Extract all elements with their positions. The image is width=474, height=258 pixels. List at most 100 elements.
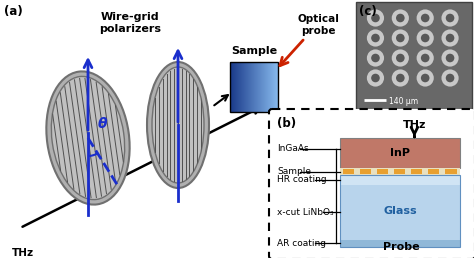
- Circle shape: [367, 29, 384, 47]
- Text: x-cut LiNbO₃: x-cut LiNbO₃: [277, 208, 334, 217]
- Bar: [394, 169, 405, 174]
- Bar: [266, 62, 267, 112]
- Bar: [256, 62, 257, 112]
- Bar: [242, 62, 243, 112]
- Text: Probe: Probe: [383, 242, 419, 252]
- Circle shape: [371, 74, 380, 82]
- Text: Wire-grid
polarizers: Wire-grid polarizers: [99, 12, 161, 34]
- Bar: [251, 62, 252, 112]
- Bar: [270, 62, 271, 112]
- Bar: [250, 62, 251, 112]
- Bar: [239, 62, 240, 112]
- Circle shape: [396, 74, 405, 82]
- Bar: [260, 62, 261, 112]
- Text: Glass: Glass: [383, 206, 417, 216]
- Bar: [257, 62, 258, 112]
- Bar: [271, 62, 272, 112]
- Bar: [340, 168, 460, 175]
- Text: Sample: Sample: [231, 46, 277, 56]
- Bar: [243, 62, 244, 112]
- Bar: [248, 62, 249, 112]
- Circle shape: [396, 54, 405, 62]
- Bar: [411, 169, 422, 174]
- Bar: [343, 169, 354, 174]
- Bar: [446, 169, 456, 174]
- Text: 140 μm: 140 μm: [389, 96, 418, 106]
- Circle shape: [417, 29, 434, 47]
- Text: InP: InP: [390, 148, 410, 158]
- Bar: [275, 62, 276, 112]
- Bar: [340, 240, 460, 247]
- Circle shape: [392, 9, 409, 27]
- Bar: [340, 175, 460, 247]
- Text: Optical
probe: Optical probe: [297, 14, 339, 36]
- Text: (c): (c): [359, 5, 377, 18]
- Bar: [269, 62, 270, 112]
- Text: HR coating: HR coating: [277, 175, 327, 184]
- Ellipse shape: [147, 62, 209, 188]
- Bar: [252, 62, 253, 112]
- Circle shape: [392, 69, 409, 87]
- Text: (a): (a): [4, 5, 23, 18]
- Bar: [249, 62, 250, 112]
- Bar: [245, 62, 246, 112]
- Circle shape: [392, 29, 409, 47]
- Bar: [356, 2, 472, 110]
- Bar: [261, 62, 262, 112]
- Circle shape: [371, 14, 380, 22]
- Text: AR coating: AR coating: [277, 238, 326, 247]
- Bar: [340, 138, 460, 168]
- Bar: [230, 62, 231, 112]
- Text: Sample: Sample: [277, 167, 311, 176]
- Bar: [253, 62, 254, 112]
- Text: InGaAs: InGaAs: [277, 144, 309, 153]
- Bar: [262, 62, 263, 112]
- Text: THz
beam: THz beam: [12, 248, 45, 258]
- Circle shape: [421, 54, 429, 62]
- Circle shape: [421, 74, 429, 82]
- Bar: [263, 62, 264, 112]
- Bar: [265, 62, 266, 112]
- Circle shape: [367, 49, 384, 67]
- Bar: [428, 169, 439, 174]
- Bar: [236, 62, 237, 112]
- Ellipse shape: [46, 71, 130, 205]
- Bar: [247, 62, 248, 112]
- Ellipse shape: [51, 76, 125, 200]
- Circle shape: [446, 34, 455, 42]
- Circle shape: [367, 69, 384, 87]
- Circle shape: [417, 69, 434, 87]
- Bar: [231, 62, 232, 112]
- Ellipse shape: [152, 67, 204, 183]
- Circle shape: [396, 34, 405, 42]
- Bar: [233, 62, 234, 112]
- Circle shape: [371, 34, 380, 42]
- Circle shape: [417, 49, 434, 67]
- Circle shape: [441, 69, 459, 87]
- Circle shape: [421, 14, 429, 22]
- Circle shape: [441, 49, 459, 67]
- Circle shape: [441, 29, 459, 47]
- Bar: [340, 175, 460, 185]
- Circle shape: [441, 9, 459, 27]
- Bar: [259, 62, 260, 112]
- Text: (b): (b): [277, 117, 296, 130]
- Bar: [237, 62, 238, 112]
- Bar: [272, 62, 273, 112]
- Circle shape: [396, 14, 405, 22]
- Circle shape: [421, 34, 429, 42]
- Bar: [340, 185, 460, 240]
- Bar: [246, 62, 247, 112]
- Circle shape: [367, 9, 384, 27]
- Bar: [254, 62, 255, 112]
- Bar: [268, 62, 269, 112]
- Bar: [273, 62, 274, 112]
- Bar: [235, 62, 236, 112]
- Bar: [267, 62, 268, 112]
- FancyBboxPatch shape: [269, 109, 474, 258]
- Bar: [277, 62, 278, 112]
- Bar: [360, 169, 371, 174]
- Bar: [232, 62, 233, 112]
- Bar: [241, 62, 242, 112]
- Bar: [264, 62, 265, 112]
